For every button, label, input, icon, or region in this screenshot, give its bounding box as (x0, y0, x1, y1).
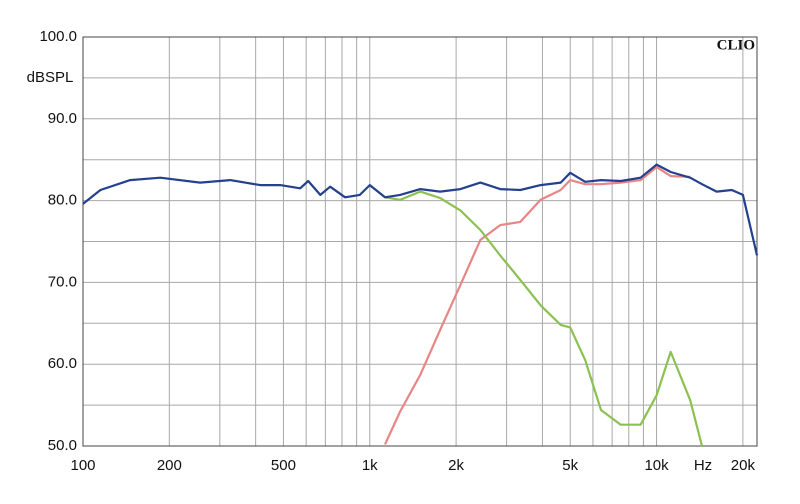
y-axis-label: dBSPL (27, 69, 74, 86)
x-tick-label: 5k (562, 457, 578, 474)
x-tick-label: 20k (731, 457, 756, 474)
y-tick-label: 70.0 (48, 273, 77, 290)
x-tick-label: 200 (157, 457, 182, 474)
x-tick-label: 10k (644, 457, 669, 474)
plot-frame (82, 36, 758, 447)
y-tick-label: 100.0 (39, 28, 77, 45)
x-axis-label: Hz (694, 457, 712, 474)
line-series (384, 166, 691, 445)
line-series (82, 163, 759, 256)
watermark: CLIO (717, 37, 755, 53)
y-tick-label: 90.0 (48, 110, 77, 127)
x-tick-label: 1k (362, 457, 378, 474)
x-tick-label: 100 (70, 457, 95, 474)
y-tick-label: 60.0 (48, 355, 77, 372)
y-tick-label: 50.0 (48, 437, 77, 454)
x-tick-label: 500 (271, 457, 296, 474)
x-tick-label: 2k (448, 457, 464, 474)
line-series (369, 184, 704, 447)
y-tick-label: 80.0 (48, 192, 77, 209)
